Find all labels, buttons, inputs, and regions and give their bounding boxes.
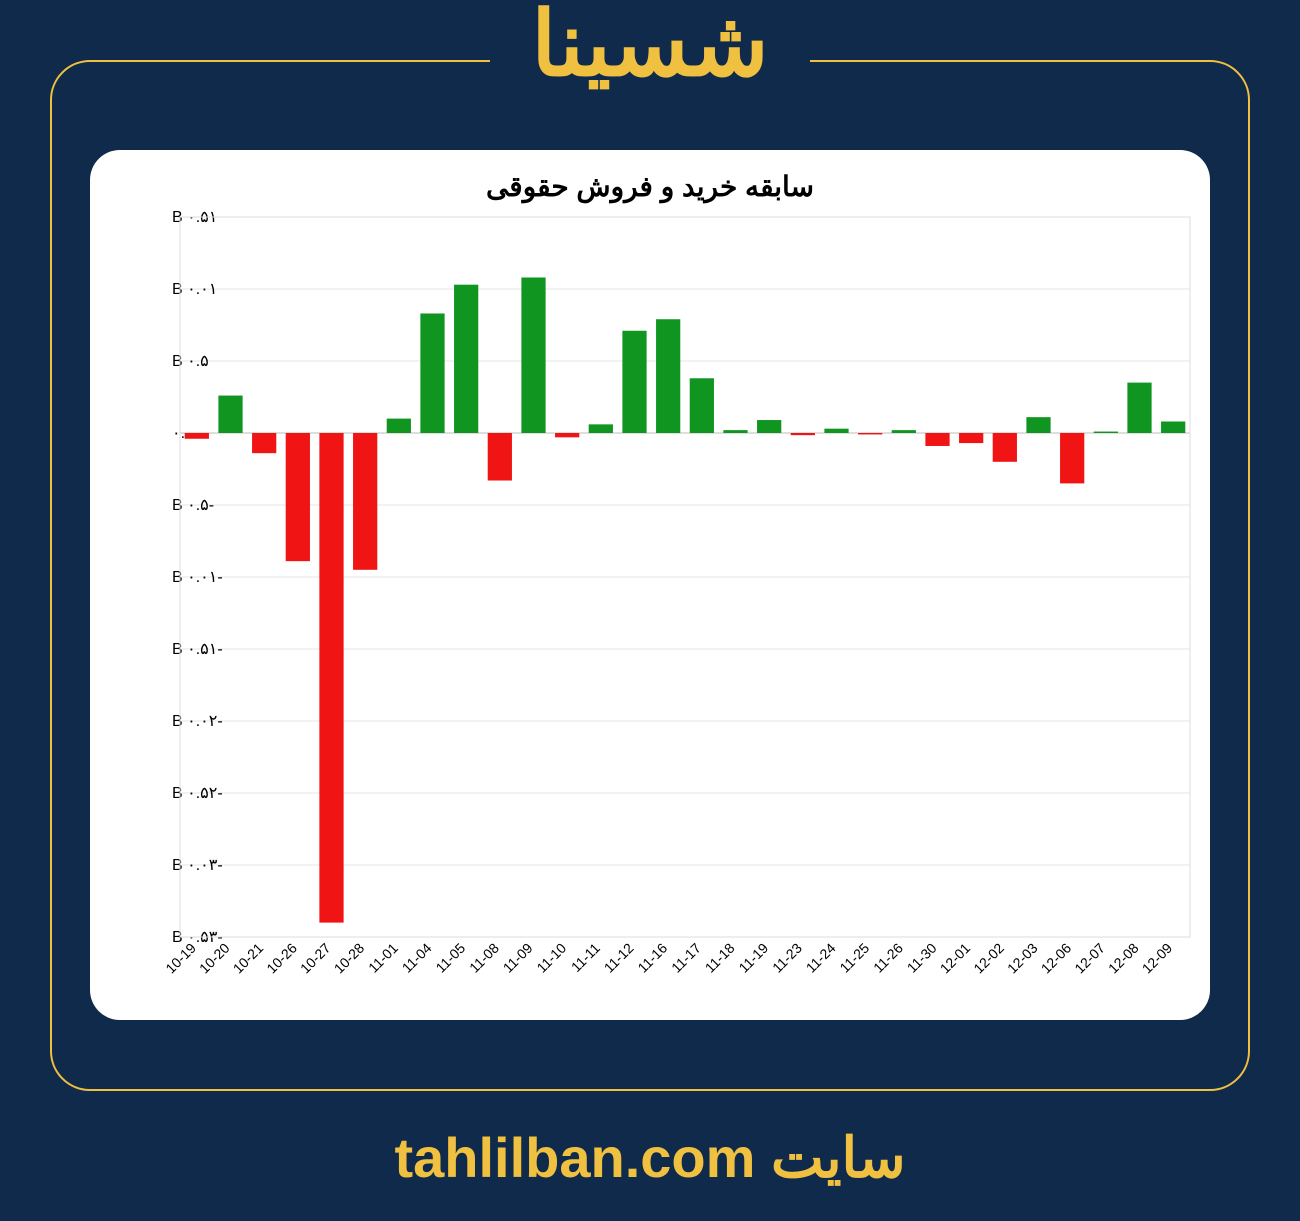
x-tick-label: 10-26 xyxy=(263,940,300,977)
bar xyxy=(252,433,276,453)
bar xyxy=(1127,383,1151,433)
svg-text:۱۰.۰ B: ۱۰.۰ B xyxy=(172,281,217,298)
footer-prefix: سایت xyxy=(755,1126,905,1189)
bar xyxy=(959,433,983,443)
bar xyxy=(824,429,848,433)
x-tick-label: 12-09 xyxy=(1139,940,1176,977)
footer: سایت tahlilban.com xyxy=(0,1125,1300,1191)
x-tick-label: 10-28 xyxy=(331,940,368,977)
bar xyxy=(1060,433,1084,483)
bar xyxy=(218,396,242,433)
x-tick-label: 11-05 xyxy=(432,940,468,976)
bar xyxy=(892,430,916,433)
bar xyxy=(319,433,343,923)
bar xyxy=(1094,432,1118,433)
bar xyxy=(286,433,310,561)
x-tick-label: 12-01 xyxy=(937,940,974,977)
x-tick-label: 11-08 xyxy=(466,940,502,976)
x-tick-label: 11-04 xyxy=(399,940,435,976)
x-tick-label: 12-08 xyxy=(1105,940,1142,977)
x-tick-label: 11-16 xyxy=(634,940,670,976)
chart-card: سابقه خرید و فروش حقوقی -۳۵.۰ B-۳۰.۰ B-۲… xyxy=(90,150,1210,1020)
x-tick-label: 12-03 xyxy=(1004,940,1041,977)
bar xyxy=(420,313,444,433)
bar xyxy=(656,319,680,433)
x-tick-label: 11-09 xyxy=(500,940,536,976)
x-tick-label: 11-19 xyxy=(735,940,771,976)
x-tick-label: 11-30 xyxy=(904,940,940,976)
x-tick-label: 11-11 xyxy=(568,940,603,975)
bar xyxy=(387,419,411,433)
svg-text:۵.۰ B: ۵.۰ B xyxy=(172,353,209,370)
x-tick-label: 12-06 xyxy=(1038,940,1075,977)
bar xyxy=(589,424,613,433)
x-tick-label: 11-10 xyxy=(533,940,569,976)
x-tick-label: 10-21 xyxy=(230,940,267,977)
x-tick-label: 12-07 xyxy=(1071,940,1108,977)
chart-title: سابقه خرید و فروش حقوقی xyxy=(100,170,1200,203)
x-tick-label: 11-01 xyxy=(365,940,401,976)
x-tick-label: 11-17 xyxy=(668,940,704,976)
bar xyxy=(353,433,377,570)
bar-chart-svg: -۳۵.۰ B-۳۰.۰ B-۲۵.۰ B-۲۰.۰ B-۱۵.۰ B-۱۰.۰… xyxy=(100,207,1200,1007)
x-tick-label: 11-24 xyxy=(803,940,839,976)
bar xyxy=(454,285,478,433)
bar xyxy=(622,331,646,433)
bar xyxy=(1161,421,1185,433)
bar xyxy=(757,420,781,433)
footer-site: tahlilban.com xyxy=(394,1126,755,1189)
x-tick-label: 11-12 xyxy=(601,940,637,976)
chart-area: -۳۵.۰ B-۳۰.۰ B-۲۵.۰ B-۲۰.۰ B-۱۵.۰ B-۱۰.۰… xyxy=(100,207,1200,1007)
bar xyxy=(185,433,209,439)
x-tick-label: 12-02 xyxy=(970,940,1007,977)
bar xyxy=(925,433,949,446)
page: شسینا سابقه خرید و فروش حقوقی -۳۵.۰ B-۳۰… xyxy=(0,0,1300,1221)
x-tick-label: 11-23 xyxy=(769,940,805,976)
x-tick-label: 10-27 xyxy=(297,940,334,977)
svg-text:-۵.۰ B: -۵.۰ B xyxy=(172,497,214,514)
x-tick-label: 11-26 xyxy=(870,940,906,976)
bar xyxy=(690,378,714,433)
bar xyxy=(1026,417,1050,433)
x-tick-label: 11-25 xyxy=(836,940,872,976)
bar xyxy=(723,430,747,433)
bar xyxy=(993,433,1017,462)
bar xyxy=(488,433,512,481)
bar xyxy=(555,433,579,437)
bar xyxy=(858,433,882,434)
header-title: شسینا xyxy=(0,0,1300,90)
bar xyxy=(521,277,545,433)
bar xyxy=(791,433,815,435)
x-tick-label: 11-18 xyxy=(702,940,738,976)
